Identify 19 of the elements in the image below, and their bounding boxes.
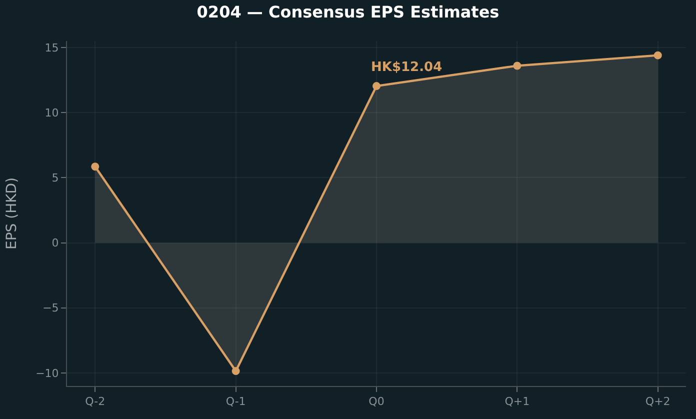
x-tick-label: Q-2 xyxy=(85,395,106,408)
y-tick-label: −10 xyxy=(36,366,59,380)
x-tick-label: Q+2 xyxy=(645,395,670,408)
y-tick-label: 10 xyxy=(44,106,59,120)
y-axis-title: EPS (HKD) xyxy=(4,177,20,250)
x-tick-label: Q+1 xyxy=(504,395,530,408)
point xyxy=(372,82,380,90)
y-tick-label: 5 xyxy=(52,172,59,185)
x-tick-label: Q-1 xyxy=(226,395,246,408)
point xyxy=(232,367,240,376)
y-tick-label: 15 xyxy=(44,41,59,54)
point xyxy=(513,62,522,70)
annotation: HK$12.04 xyxy=(371,60,442,75)
chart-title: 0204 — Consensus EPS Estimates xyxy=(196,2,500,22)
x-tick-label: Q0 xyxy=(368,395,384,408)
point xyxy=(91,162,100,171)
point xyxy=(654,51,662,60)
y-tick-label: 0 xyxy=(52,236,59,250)
y-tick-label: −5 xyxy=(42,302,59,315)
